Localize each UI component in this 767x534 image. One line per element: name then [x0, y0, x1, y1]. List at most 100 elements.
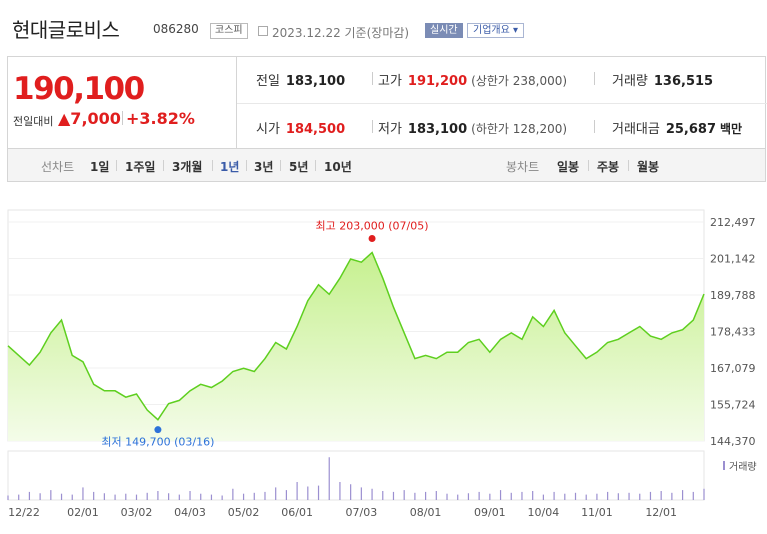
open-value: 184,500 — [285, 122, 346, 137]
low-label: 저가 — [378, 122, 402, 137]
volume-bar — [467, 493, 470, 500]
volume-bar — [425, 491, 427, 500]
upper-limit: (상한가 238,000) — [471, 74, 568, 88]
volume-bar — [146, 492, 148, 500]
volume-bar — [392, 491, 395, 500]
tab-monthly-candle[interactable]: 월봉 — [637, 160, 660, 174]
volume-bar — [296, 482, 298, 500]
quote-row-divider — [237, 103, 767, 104]
x-tick-label: 12/01 — [645, 506, 677, 519]
line-chart-label: 선차트 — [41, 160, 75, 174]
prev-close-value: 183,100 — [285, 74, 346, 89]
volume-bar — [510, 492, 512, 500]
tab-5y[interactable]: 5년 — [289, 160, 309, 174]
high-label: 고가 — [378, 74, 402, 89]
volume-bar — [253, 492, 255, 500]
tab-divider — [280, 160, 281, 171]
volume-bar — [7, 495, 9, 500]
volume-bar — [628, 492, 630, 500]
tab-divider — [315, 160, 316, 171]
amount-value: 25,687 — [665, 122, 717, 137]
volume-bar — [596, 493, 598, 500]
x-tick-label: 07/03 — [346, 506, 378, 519]
volume-bar — [382, 491, 384, 500]
current-price: 190,100 — [13, 71, 145, 107]
tab-weekly-candle[interactable]: 주봉 — [597, 160, 620, 174]
x-tick-label: 12/22 — [8, 506, 40, 519]
volume-bar — [210, 494, 213, 500]
volume-legend: 거래량 — [729, 461, 757, 473]
stock-header: 현대글로비스 086280 코스피 2023.12.22 기준(장마감) 실시간… — [0, 0, 767, 46]
volume-bar — [328, 457, 330, 500]
volume-bar — [446, 493, 448, 500]
period-tabs: 선차트 1일 1주일 3개월 1년 3년 5년 10년 봉차트 일봉 주봉 월봉 — [7, 148, 766, 182]
y-tick-label: 178,433 — [710, 326, 756, 339]
tab-10y[interactable]: 10년 — [324, 160, 352, 174]
tab-divider — [163, 160, 164, 171]
y-tick-label: 155,724 — [710, 399, 756, 412]
volume-bar — [114, 494, 116, 500]
amount-label: 거래대금 — [612, 122, 660, 137]
stock-name: 현대글로비스 — [12, 18, 120, 42]
change-amount: ▲7,000 — [58, 109, 121, 128]
x-tick-label: 08/01 — [410, 506, 442, 519]
calendar-icon — [258, 26, 268, 36]
volume-bar — [285, 490, 287, 500]
volume-bar — [50, 490, 52, 500]
y-tick-label: 167,079 — [710, 362, 756, 375]
volume-bar — [403, 490, 405, 500]
volume-bar — [574, 492, 577, 500]
volume-bar — [350, 484, 352, 500]
cell-divider — [372, 120, 373, 133]
change-divider — [122, 111, 123, 125]
company-info-dropdown[interactable]: 기업개요 ▾ — [467, 23, 524, 38]
volume-bar — [232, 488, 234, 500]
volume-bar — [532, 491, 534, 500]
volume-bar — [189, 491, 191, 500]
tab-1y[interactable]: 1년 — [220, 160, 240, 174]
tab-3y[interactable]: 3년 — [254, 160, 274, 174]
volume-bar — [307, 486, 309, 500]
tab-3m[interactable]: 3개월 — [172, 160, 203, 174]
min-marker — [154, 426, 162, 434]
volume-bar — [71, 494, 73, 500]
volume-bar — [660, 491, 662, 500]
volume-bar — [82, 487, 84, 500]
volume-bar — [339, 482, 341, 500]
tab-divider — [212, 160, 213, 171]
tab-divider — [588, 160, 589, 171]
realtime-button[interactable]: 실시간 — [425, 23, 463, 38]
prev-close-label: 전일 — [256, 74, 280, 89]
change-percent: +3.82% — [126, 109, 195, 128]
volume-bar — [564, 493, 566, 500]
y-tick-label: 144,370 — [710, 435, 756, 448]
volume-bar — [168, 493, 170, 500]
day-high: 고가 191,200 (상한가 238,000) — [378, 70, 567, 89]
volume-bar — [692, 491, 694, 500]
x-tick-label: 11/01 — [581, 506, 613, 519]
volume-bar — [178, 494, 180, 500]
tab-1d[interactable]: 1일 — [90, 160, 110, 174]
stock-code: 086280 — [153, 22, 199, 36]
tab-divider — [628, 160, 629, 171]
x-tick-label: 09/01 — [474, 506, 506, 519]
tab-daily-candle[interactable]: 일봉 — [557, 160, 580, 174]
open: 시가 184,500 — [256, 118, 345, 137]
quote-date: 2023.12.22 기준(장마감) — [272, 26, 410, 40]
x-tick-label: 03/02 — [121, 506, 153, 519]
y-tick-label: 212,497 — [710, 216, 756, 229]
cell-divider — [594, 72, 595, 85]
high-value: 191,200 — [407, 74, 468, 89]
volume-bar — [639, 493, 641, 500]
volume-frame — [7, 450, 705, 501]
volume-bar — [478, 491, 480, 500]
volume-bar — [200, 493, 202, 500]
price-line — [7, 251, 705, 421]
volume-bar — [499, 490, 502, 500]
y-tick-label: 201,142 — [710, 253, 756, 266]
volume-bar — [125, 493, 127, 500]
x-tick-label: 04/03 — [174, 506, 206, 519]
day-low: 저가 183,100 (하한가 128,200) — [378, 118, 567, 137]
volume-bar — [60, 493, 63, 500]
tab-1w[interactable]: 1주일 — [125, 160, 156, 174]
